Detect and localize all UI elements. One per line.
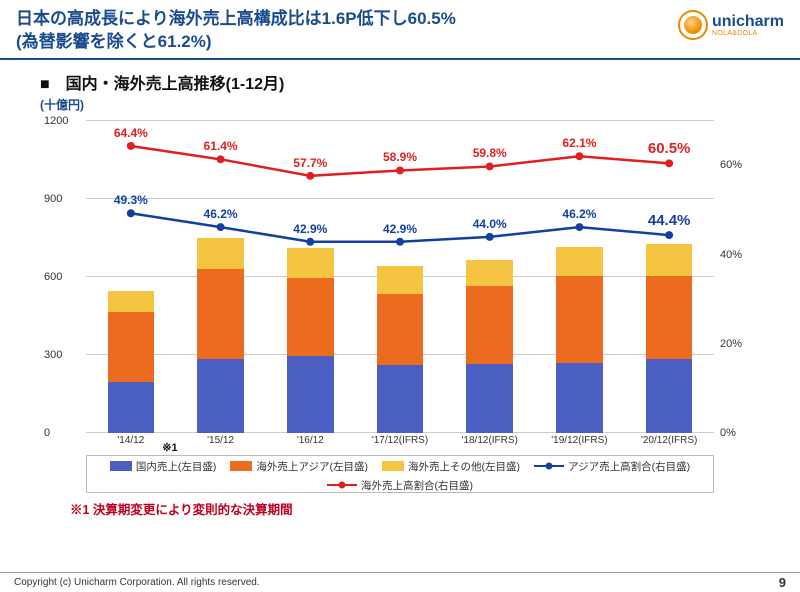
legend-swatch [110,461,132,471]
bar-segment [466,286,513,364]
bar-segment [197,269,244,359]
x-label: '15/12 [207,435,234,446]
category-note: ※1 [162,441,177,454]
bar-segment [197,359,244,433]
bar-segment [466,364,513,433]
bar-segment [556,276,603,363]
x-label: '17/12(IFRS) [372,435,428,446]
category [176,121,266,433]
stacked-bar [466,121,513,433]
logo-subtext: NOLA&DOLA [712,30,784,37]
legend-label: 国内売上(左目盛) [136,459,217,474]
line-value-label: 46.2% [562,207,596,221]
x-label: '18/12(IFRS) [462,435,518,446]
plot-area: 49.3% 46.2% 42.9% 42.9% 44.0% 46.2% 44.4% 64.4%… [86,121,714,433]
bar-segment [556,247,603,276]
legend-label: 海外売上その他(左目盛) [408,459,520,474]
stacked-bar [556,121,603,433]
category [86,121,176,433]
line-value-label: 58.9% [383,150,417,164]
legend-item: 海外売上高割合(右目盛) [327,478,473,493]
y-left-tick: 600 [40,271,66,283]
title-line-2: (為替影響を除くと61.2%) [16,31,678,54]
line-value-label: 64.4% [114,126,148,140]
legend-label: 海外売上アジア(左目盛) [256,459,368,474]
legend-item: 国内売上(左目盛) [110,459,217,474]
legend: 国内売上(左目盛) 海外売上アジア(左目盛) 海外売上その他(左目盛) アジア売上高割… [86,455,714,493]
line-value-label: 49.3% [114,193,148,207]
y-right-tick: 20% [716,338,746,350]
line-value-label: 59.8% [473,146,507,160]
x-label: '16/12 [297,435,324,446]
chart: 0 300 600 900 1200 0% 20% 40% 60% 49.3% 46.2% 42.… [40,113,760,493]
line-value-label: 42.9% [383,222,417,236]
brand-logo: unicharm NOLA&DOLA [678,10,784,40]
y-left-tick: 0 [40,427,54,439]
unit-label: (十億円) [40,96,760,113]
bar-segment [646,244,693,275]
bar-segment [377,294,424,366]
stacked-bar [377,121,424,433]
line-value-label: 42.9% [293,222,327,236]
bar-segment [556,363,603,433]
bar-segment [108,291,155,312]
x-label: '14/12 [117,435,144,446]
legend-line-swatch [327,480,357,490]
y-left-tick: 1200 [40,115,72,127]
category [445,121,535,433]
bar-segment [646,276,693,359]
x-axis: '14/12 '15/12 '16/12 '17/12(IFRS) '18/12(IFR… [86,435,714,453]
footer: Copyright (c) Unicharm Corporation. All … [0,572,800,592]
stacked-bar [108,121,155,433]
bar-segment [197,238,244,269]
line-value-label: 46.2% [204,207,238,221]
chart-title: ■ 国内・海外売上高推移(1-12月) [40,70,760,94]
stacked-bar [197,121,244,433]
y-right-tick: 60% [716,159,746,171]
title-line-1: 日本の高成長により海外売上高構成比は1.6P低下し60.5% [16,8,678,31]
bar-segment [466,260,513,286]
line-value-label: 60.5% [648,140,691,157]
line-value-label: 62.1% [562,136,596,150]
line-value-label: 57.7% [293,156,327,170]
footnote: ※1 決算期変更により変則的な決算期間 [0,493,800,518]
legend-item: 海外売上その他(左目盛) [382,459,520,474]
legend-label: アジア売上高割合(右目盛) [568,459,690,474]
stacked-bar [646,121,693,433]
y-axis-left: 03006009001200 [40,121,84,433]
copyright: Copyright (c) Unicharm Corporation. All … [14,577,260,588]
bar-segment [287,248,334,278]
category [355,121,445,433]
line-value-label: 61.4% [204,139,238,153]
y-left-tick: 900 [40,193,66,205]
bar-segment [377,266,424,293]
y-right-tick: 0% [716,427,740,439]
page-number: 9 [779,575,786,590]
bar-segment [287,278,334,356]
category [535,121,625,433]
bar-segment [646,359,693,433]
x-label: '20/12(IFRS) [641,435,697,446]
legend-label: 海外売上高割合(右目盛) [361,478,473,493]
y-axis-right: 0%20%40%60% [716,121,760,433]
bar-segment [108,382,155,433]
bar-segment [108,312,155,382]
legend-item: 海外売上アジア(左目盛) [230,459,368,474]
line-value-label: 44.4% [648,212,691,229]
line-value-label: 44.0% [473,217,507,231]
y-left-tick: 300 [40,349,66,361]
bar-segment [287,356,334,433]
logo-name: unicharm [712,14,784,30]
bar-segment [377,365,424,433]
x-label: '19/12(IFRS) [551,435,607,446]
category [624,121,714,433]
slide-header: 日本の高成長により海外売上高構成比は1.6P低下し60.5% (為替影響を除くと… [0,0,800,60]
legend-line-swatch [534,461,564,471]
legend-item: アジア売上高割合(右目盛) [534,459,690,474]
y-right-tick: 40% [716,249,746,261]
legend-swatch [382,461,404,471]
logo-icon [678,10,708,40]
title-block: 日本の高成長により海外売上高構成比は1.6P低下し60.5% (為替影響を除くと… [16,8,678,54]
legend-swatch [230,461,252,471]
